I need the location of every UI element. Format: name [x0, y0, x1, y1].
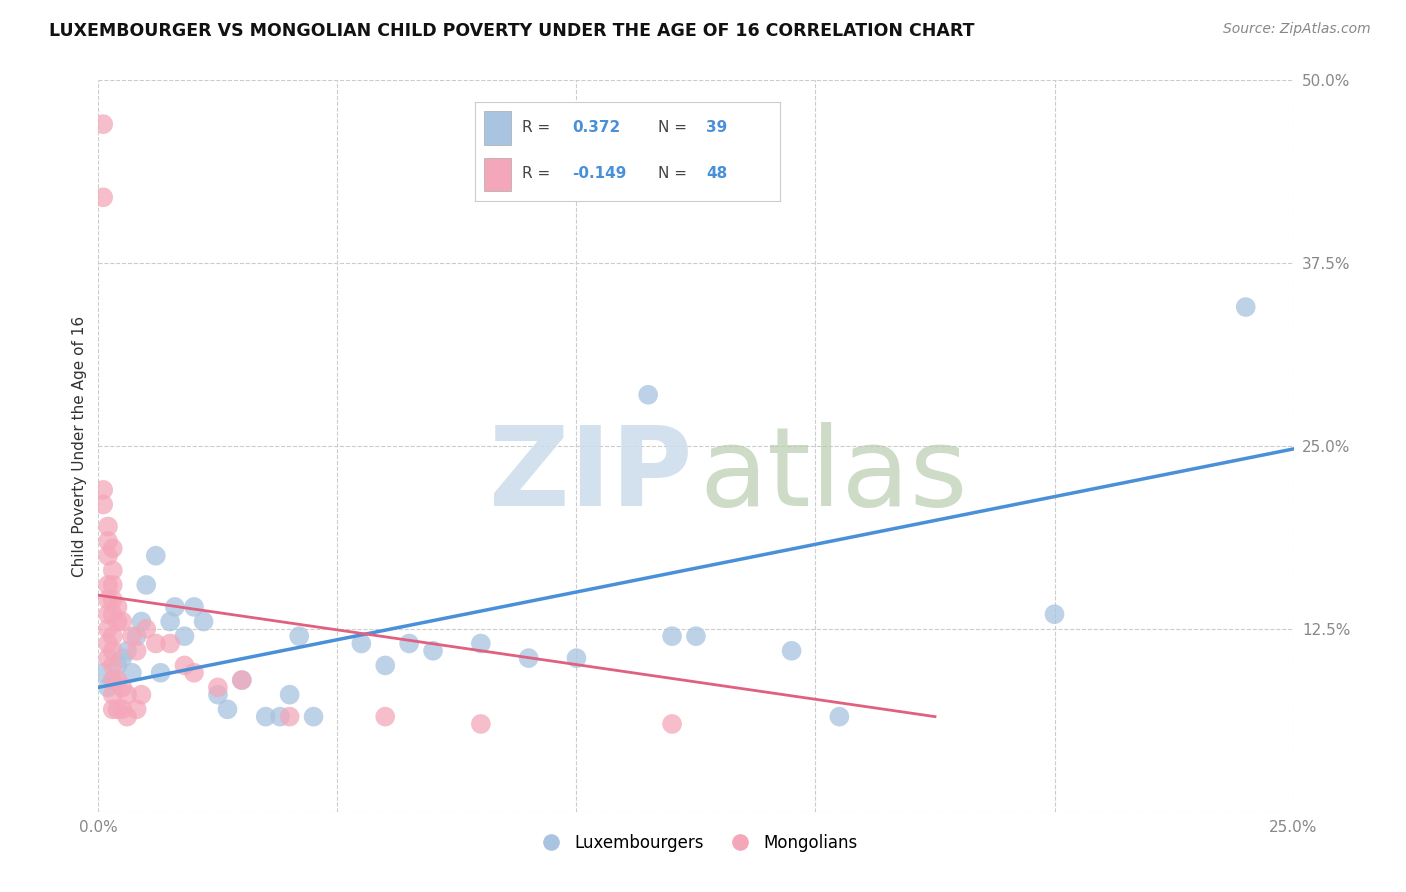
Point	[107, 599, 129, 614]
Point	[121, 629, 143, 643]
Point	[101, 702, 124, 716]
Point	[159, 615, 181, 629]
Point	[135, 622, 157, 636]
Point	[111, 702, 134, 716]
Point	[470, 636, 492, 650]
Point	[107, 658, 129, 673]
Point	[207, 688, 229, 702]
Point	[163, 599, 186, 614]
Point	[288, 629, 311, 643]
Point	[101, 688, 124, 702]
Point	[145, 636, 167, 650]
Point	[91, 117, 114, 131]
Point	[121, 665, 143, 680]
Point	[173, 658, 195, 673]
Point	[97, 622, 120, 636]
Point	[101, 541, 124, 556]
Point	[115, 644, 138, 658]
Point	[217, 702, 239, 716]
Point	[685, 629, 707, 643]
Point	[115, 688, 138, 702]
Point	[278, 688, 301, 702]
Point	[101, 578, 124, 592]
Point	[111, 615, 134, 629]
Legend: Luxembourgers, Mongolians: Luxembourgers, Mongolians	[527, 827, 865, 858]
Point	[374, 658, 396, 673]
Point	[269, 709, 291, 723]
Text: Source: ZipAtlas.com: Source: ZipAtlas.com	[1223, 22, 1371, 37]
Point	[422, 644, 444, 658]
Point	[278, 709, 301, 723]
Point	[97, 607, 120, 622]
Point	[231, 673, 253, 687]
Point	[517, 651, 540, 665]
Point	[125, 629, 148, 643]
Point	[637, 388, 659, 402]
Text: LUXEMBOURGER VS MONGOLIAN CHILD POVERTY UNDER THE AGE OF 16 CORRELATION CHART: LUXEMBOURGER VS MONGOLIAN CHILD POVERTY …	[49, 22, 974, 40]
Point	[398, 636, 420, 650]
Point	[1234, 300, 1257, 314]
Text: ZIP: ZIP	[489, 422, 692, 529]
Point	[101, 658, 124, 673]
Point	[1043, 607, 1066, 622]
Point	[101, 629, 124, 643]
Point	[470, 717, 492, 731]
Point	[97, 636, 120, 650]
Point	[149, 665, 172, 680]
Point	[97, 519, 120, 533]
Point	[97, 592, 120, 607]
Point	[302, 709, 325, 723]
Point	[131, 615, 153, 629]
Point	[183, 665, 205, 680]
Point	[101, 607, 124, 622]
Point	[97, 578, 120, 592]
Point	[183, 599, 205, 614]
Point	[125, 702, 148, 716]
Point	[374, 709, 396, 723]
Point	[661, 629, 683, 643]
Point	[91, 665, 114, 680]
Point	[254, 709, 277, 723]
Point	[97, 549, 120, 563]
Point	[107, 615, 129, 629]
Point	[131, 688, 153, 702]
Point	[193, 615, 215, 629]
Point	[97, 651, 120, 665]
Point	[101, 592, 124, 607]
Text: atlas: atlas	[700, 422, 969, 529]
Y-axis label: Child Poverty Under the Age of 16: Child Poverty Under the Age of 16	[72, 316, 87, 576]
Point	[101, 673, 124, 687]
Point	[828, 709, 851, 723]
Point	[145, 549, 167, 563]
Point	[173, 629, 195, 643]
Point	[91, 190, 114, 204]
Point	[125, 644, 148, 658]
Point	[159, 636, 181, 650]
Point	[97, 534, 120, 549]
Point	[111, 681, 134, 695]
Point	[565, 651, 588, 665]
Point	[135, 578, 157, 592]
Point	[231, 673, 253, 687]
Point	[107, 702, 129, 716]
Point	[115, 709, 138, 723]
Point	[111, 651, 134, 665]
Point	[107, 673, 129, 687]
Point	[350, 636, 373, 650]
Point	[91, 483, 114, 497]
Point	[207, 681, 229, 695]
Point	[661, 717, 683, 731]
Point	[101, 673, 124, 687]
Point	[101, 644, 124, 658]
Point	[780, 644, 803, 658]
Point	[101, 563, 124, 577]
Point	[97, 681, 120, 695]
Point	[91, 498, 114, 512]
